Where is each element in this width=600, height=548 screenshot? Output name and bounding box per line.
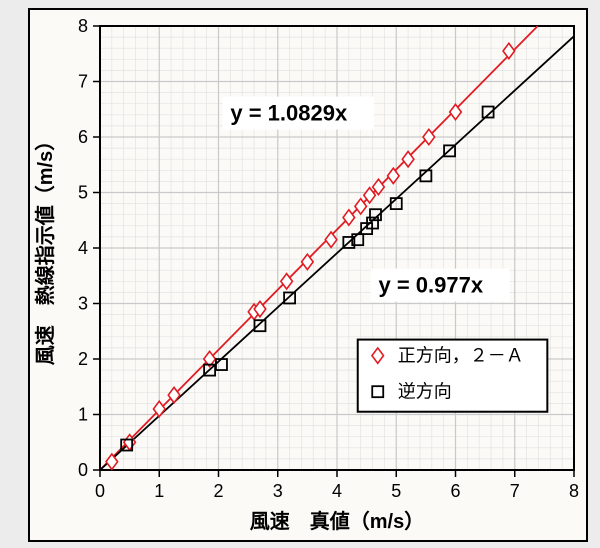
y-tick-label: 4 — [78, 238, 88, 258]
equation-reverse: y = 0.977x — [378, 272, 483, 297]
x-tick-label: 3 — [273, 481, 283, 501]
legend: 正方向，２－Ａ 逆方向 — [358, 340, 548, 412]
legend-label-forward: 正方向，２－Ａ — [398, 346, 524, 366]
equation-forward: y = 1.0829x — [230, 100, 348, 125]
scatter-chart: 0 1 2 3 4 5 6 7 8 0 1 2 3 4 5 6 7 8 風速 真値（m/s） 風速 熱線指示値（m/s… — [28, 8, 588, 542]
x-axis-label: 風速 真値（m/s） — [250, 509, 424, 533]
x-tick-label: 2 — [213, 481, 223, 501]
y-tick-label: 6 — [78, 127, 88, 147]
y-axis-label: 風速 熱線指示値（m/s） — [33, 131, 57, 365]
x-tick-label: 4 — [332, 481, 342, 501]
x-tick-label: 1 — [154, 481, 164, 501]
x-tick-label: 6 — [450, 481, 460, 501]
axis-ticks: 0 1 2 3 4 5 6 7 8 0 1 2 3 4 5 6 7 8 — [78, 16, 579, 501]
y-tick-label: 0 — [78, 460, 88, 480]
x-tick-label: 7 — [510, 481, 520, 501]
x-tick-label: 5 — [391, 481, 401, 501]
legend-label-reverse: 逆方向 — [398, 382, 452, 402]
y-tick-label: 8 — [78, 16, 88, 36]
y-tick-label: 5 — [78, 183, 88, 203]
x-tick-label: 0 — [95, 481, 105, 501]
y-tick-label: 3 — [78, 294, 88, 314]
x-tick-label: 8 — [569, 481, 579, 501]
y-tick-label: 2 — [78, 349, 88, 369]
y-tick-label: 7 — [78, 72, 88, 92]
y-tick-label: 1 — [78, 405, 88, 425]
